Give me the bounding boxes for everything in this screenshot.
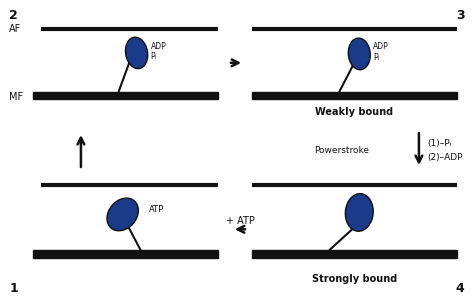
Text: Pᵢ: Pᵢ	[151, 52, 156, 61]
Text: Weakly bound: Weakly bound	[315, 107, 393, 117]
Text: Powerstroke: Powerstroke	[314, 146, 369, 154]
Ellipse shape	[348, 38, 370, 70]
Text: 4: 4	[456, 282, 465, 295]
Text: + ATP: + ATP	[226, 216, 255, 226]
Bar	[252, 92, 457, 99]
Text: 3: 3	[456, 9, 465, 22]
Text: Strongly bound: Strongly bound	[312, 274, 397, 284]
Text: AF: AF	[9, 24, 22, 34]
Text: ADP: ADP	[151, 43, 166, 51]
Text: ADP: ADP	[373, 43, 389, 51]
Text: 2: 2	[9, 9, 18, 22]
Text: ATP: ATP	[148, 205, 164, 214]
Bar	[252, 250, 457, 258]
Text: MF: MF	[9, 92, 24, 102]
Text: Pᵢ: Pᵢ	[373, 54, 379, 62]
Ellipse shape	[346, 194, 373, 231]
Ellipse shape	[126, 37, 148, 69]
Bar	[33, 250, 218, 258]
Text: 1: 1	[9, 282, 18, 295]
Text: (2)–ADP: (2)–ADP	[427, 154, 462, 162]
Text: (1)–Pᵢ: (1)–Pᵢ	[427, 139, 451, 147]
Ellipse shape	[107, 198, 138, 231]
Bar	[33, 92, 218, 99]
